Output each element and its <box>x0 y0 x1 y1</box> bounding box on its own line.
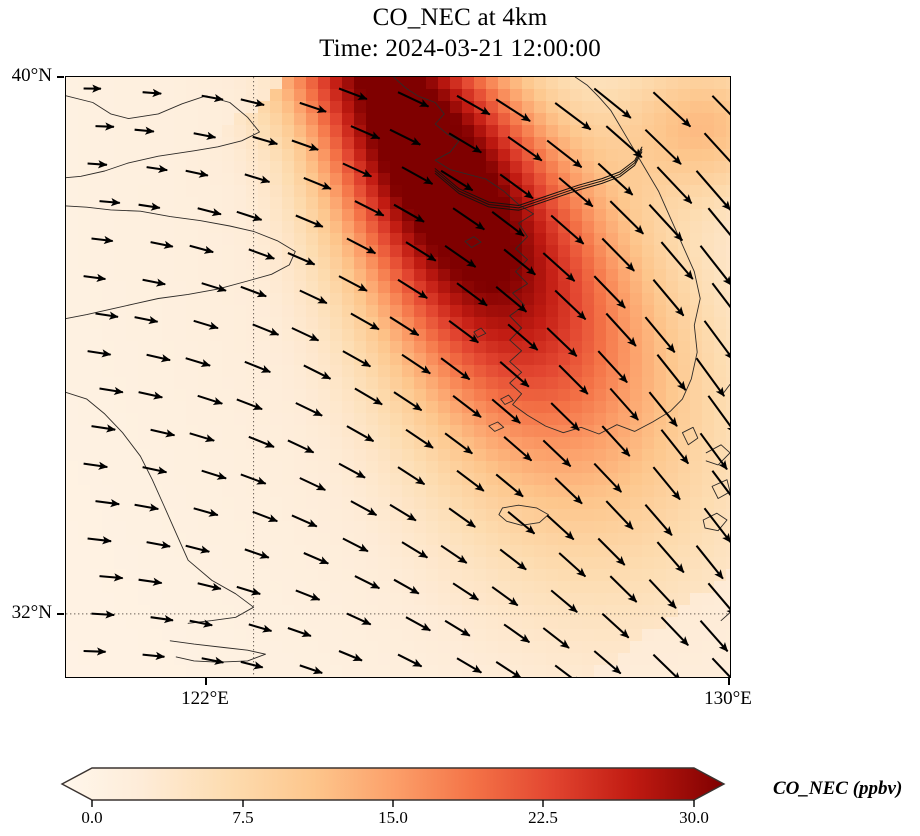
y-tick-40n <box>57 76 64 78</box>
dmz-border-line <box>434 146 643 206</box>
colorbar[interactable]: 0.0 7.5 15.0 22.5 30.0 <box>0 752 920 836</box>
colorbar-tick-label: 30.0 <box>679 808 709 827</box>
concentration-field <box>66 77 730 677</box>
dmz-border-line <box>434 149 643 209</box>
x-tick-122e <box>205 678 207 685</box>
figure-title: CO_NEC at 4km Time: 2024-03-21 12:00:00 <box>0 2 920 64</box>
map-canvas <box>66 77 730 677</box>
x-axis-label-122e: 122°E <box>181 688 229 709</box>
x-axis-label-130e: 130°E <box>704 688 752 709</box>
colorbar-tick-label: 7.5 <box>232 808 254 827</box>
x-tick-130e <box>728 678 730 685</box>
y-axis-label-32n: 32°N <box>11 602 52 623</box>
y-tick-32n <box>57 613 64 615</box>
colorbar-tick-label: 0.0 <box>81 808 103 827</box>
title-line-variable: CO_NEC at 4km <box>372 4 548 31</box>
y-axis-label-40n: 40°N <box>11 65 52 86</box>
colorbar-tick-label: 22.5 <box>528 808 558 827</box>
dmz-border-line <box>434 151 643 211</box>
title-line-time: Time: 2024-03-21 12:00:00 <box>319 35 601 62</box>
wind-vector-overlay <box>83 84 730 677</box>
colorbar-tick-label: 15.0 <box>378 808 408 827</box>
coastline-overlay <box>66 77 730 663</box>
map-plot-area[interactable] <box>65 76 731 678</box>
colorbar-title: CO_NEC (ppbv) <box>773 778 903 799</box>
colorbar-ticks <box>91 800 695 807</box>
colorbar-gradient-bar <box>60 767 726 801</box>
colorbar-canvas <box>60 767 726 807</box>
